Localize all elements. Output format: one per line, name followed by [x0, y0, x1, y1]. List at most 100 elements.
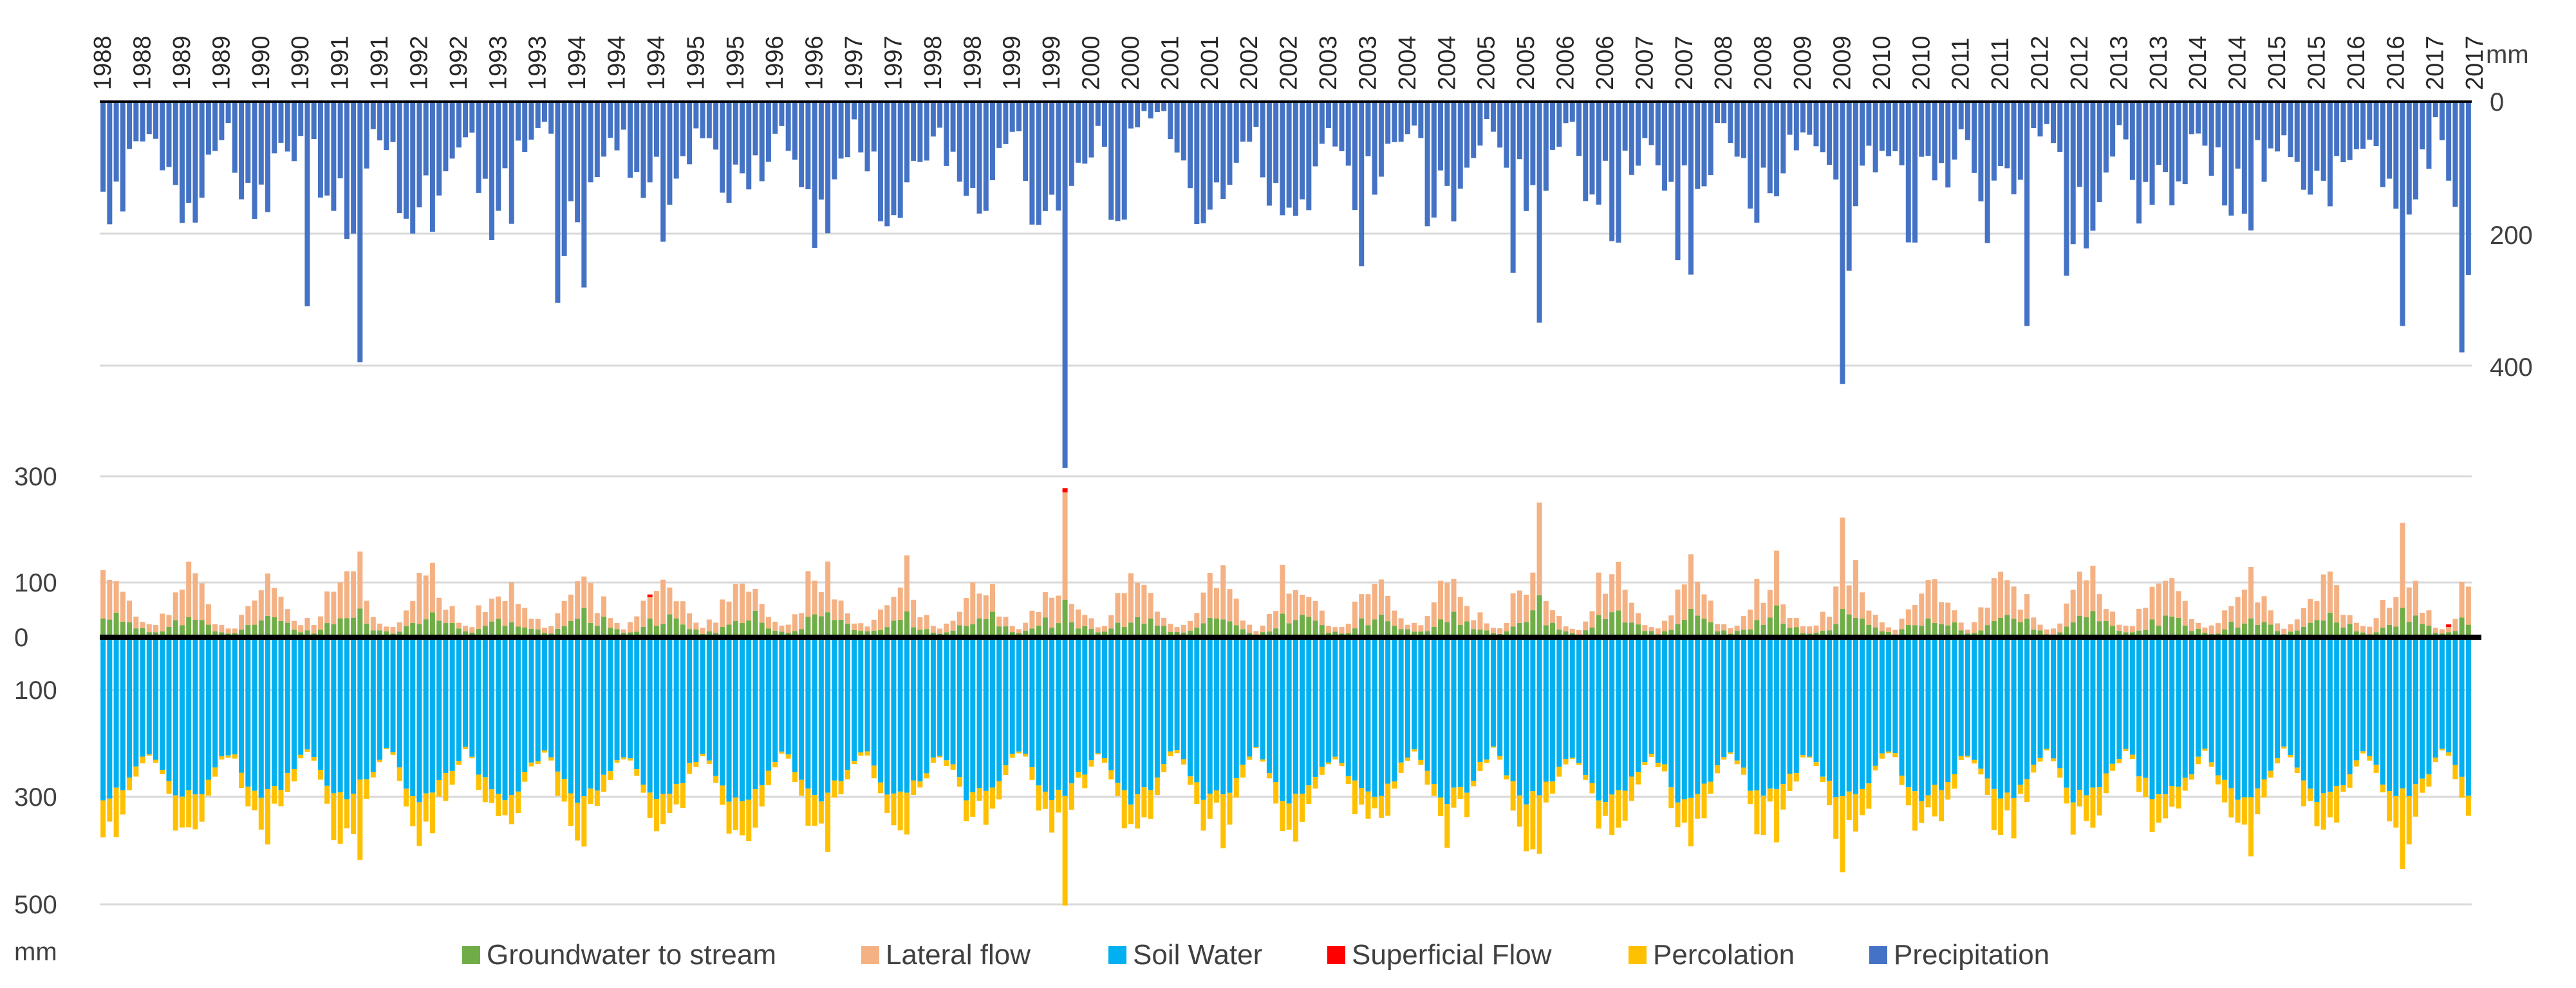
lateral-flow-bar	[370, 617, 376, 631]
groundwater-bar	[1536, 595, 1542, 637]
lateral-flow-bar	[153, 625, 158, 633]
groundwater-bar	[1741, 629, 1746, 637]
precipitation-bar	[832, 102, 837, 180]
lateral-flow-bar	[469, 627, 475, 633]
soil-water-bar	[2465, 637, 2471, 796]
precipitation-bar	[443, 102, 449, 172]
groundwater-bar	[516, 626, 521, 637]
percolation-bar	[740, 801, 745, 835]
precipitation-bar	[785, 102, 791, 151]
soil-water-bar	[2248, 637, 2254, 797]
legend-item: Percolation	[1629, 939, 1795, 971]
balance-tick-label: 100	[14, 569, 57, 597]
precipitation-bar	[864, 102, 870, 172]
percolation-bar	[2294, 767, 2300, 773]
soil-water-bar	[2327, 637, 2333, 792]
percolation-bar	[1675, 802, 1681, 828]
lateral-flow-bar	[1378, 579, 1384, 615]
legend-label: Groundwater to stream	[487, 939, 776, 971]
percolation-bar	[1629, 776, 1634, 801]
percolation-bar	[1207, 793, 1213, 819]
soil-water-bar	[1154, 637, 1160, 778]
groundwater-bar	[416, 624, 422, 637]
soil-water-bar	[1082, 637, 1088, 775]
groundwater-bar	[1589, 628, 1595, 637]
groundwater-bar	[792, 631, 798, 637]
precipitation-bar	[1233, 102, 1239, 163]
precipitation-bar	[2387, 102, 2393, 179]
precipitation-bar	[1648, 102, 1654, 145]
lateral-flow-bar	[1767, 590, 1773, 618]
soil-water-bar	[1668, 637, 1674, 788]
groundwater-bar	[740, 623, 745, 637]
soil-water-bar	[720, 637, 725, 786]
percolation-bar	[1102, 758, 1107, 763]
soil-water-bar	[1477, 637, 1483, 762]
soil-water-bar	[489, 637, 495, 790]
lateral-flow-bar	[311, 624, 317, 634]
soil-water-bar	[1714, 637, 1720, 766]
percolation-bar	[1741, 767, 1746, 775]
soil-water-bar	[1188, 637, 1193, 777]
precipitation-bar	[1998, 102, 2004, 167]
soil-water-bar	[384, 637, 389, 749]
precipitation-bar	[1490, 102, 1496, 132]
groundwater-bar	[1385, 621, 1391, 637]
precipitation-bar	[2017, 102, 2023, 180]
precipitation-bar	[1939, 102, 1944, 163]
soil-water-bar	[2182, 637, 2188, 778]
soil-water-bar	[759, 637, 765, 786]
lateral-flow-bar	[608, 618, 613, 628]
lateral-flow-bar	[1576, 629, 1582, 635]
percolation-bar	[779, 751, 785, 754]
groundwater-bar	[1023, 630, 1029, 637]
lateral-flow-bar	[304, 618, 310, 631]
lateral-flow-bar	[1833, 586, 1839, 624]
precipitation-bar	[1905, 102, 1911, 243]
percolation-bar	[2413, 784, 2418, 817]
precipitation-bar	[1734, 102, 1740, 157]
lateral-flow-bar	[2268, 610, 2273, 625]
soil-water-bar	[113, 637, 119, 788]
soil-water-bar	[285, 637, 290, 774]
groundwater-bar	[397, 631, 402, 637]
percolation-bar	[1306, 785, 1312, 804]
percolation-bar	[476, 774, 481, 790]
year-tick-label: 1995	[722, 35, 749, 90]
lateral-flow-bar	[1484, 623, 1489, 631]
lateral-flow-bar	[2070, 590, 2076, 622]
soil-water-bar	[673, 637, 679, 785]
groundwater-bar	[1668, 629, 1674, 637]
soil-water-bar	[634, 637, 640, 770]
precipitation-bar	[2136, 102, 2142, 224]
precipitation-bar	[2064, 102, 2069, 276]
precipitation-bar	[1569, 102, 1575, 122]
precipitation-bar	[1978, 102, 1984, 201]
groundwater-bar	[1102, 631, 1107, 637]
groundwater-bar	[443, 623, 449, 637]
groundwater-bar	[1754, 620, 1760, 637]
lateral-flow-bar	[2189, 619, 2194, 631]
percolation-bar	[2301, 780, 2306, 806]
soil-water-bar	[120, 637, 126, 790]
precipitation-bar	[1418, 102, 1424, 138]
soil-water-bar	[2360, 637, 2366, 752]
precipitation-bar	[265, 102, 271, 212]
year-tick-label: 2014	[2185, 35, 2212, 90]
groundwater-bar	[588, 622, 593, 637]
lateral-flow-bar	[1800, 626, 1806, 633]
lateral-flow-bar	[983, 595, 989, 619]
groundwater-bar	[752, 610, 758, 637]
lateral-flow-bar	[634, 616, 640, 632]
precipitation-bar	[2255, 102, 2261, 140]
percolation-bar	[720, 785, 725, 805]
precipitation-bar	[601, 102, 607, 157]
precipitation-bar	[2103, 102, 2109, 172]
soil-water-bar	[258, 637, 264, 798]
groundwater-bar	[403, 626, 409, 637]
percolation-bar	[113, 787, 119, 837]
lateral-flow-bar	[232, 628, 238, 633]
percolation-bar	[1115, 783, 1121, 796]
lateral-flow-bar	[1424, 616, 1430, 631]
percolation-bar	[2090, 787, 2096, 828]
